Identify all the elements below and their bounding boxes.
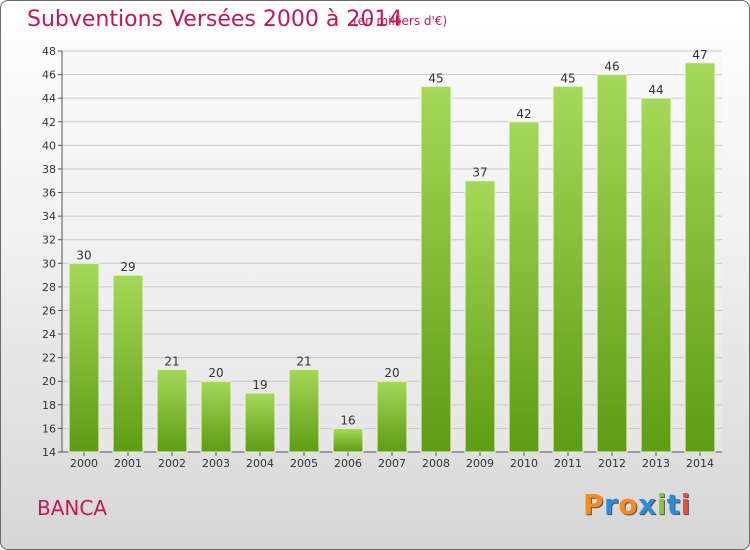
logo-letter: i (656, 488, 667, 521)
y-tick-label: 24 (42, 328, 56, 341)
commune-name: BANCA (37, 496, 108, 520)
y-tick-label: 30 (42, 257, 56, 270)
data-label: 45 (428, 71, 443, 85)
y-tick-label: 28 (42, 281, 56, 294)
x-tick-label: 2009 (466, 457, 494, 470)
x-tick-label: 2012 (598, 457, 626, 470)
bar (112, 274, 144, 453)
bar (68, 262, 100, 453)
data-label: 37 (472, 166, 487, 180)
x-tick-label: 2005 (290, 457, 318, 470)
data-label: 46 (604, 60, 619, 74)
bar (200, 380, 232, 453)
bar (464, 180, 496, 453)
chart-title: Subventions Versées 2000 à 2014 (27, 7, 403, 32)
x-tick-label: 2011 (554, 457, 582, 470)
logo-letter: t (666, 488, 681, 521)
y-tick-label: 46 (42, 69, 56, 82)
x-tick-label: 2004 (246, 457, 274, 470)
proxiti-logo: Proxiti (583, 488, 691, 521)
bar (288, 368, 320, 453)
y-tick-label: 34 (42, 210, 56, 223)
data-label: 20 (384, 366, 399, 380)
y-tick-label: 48 (42, 45, 56, 58)
x-tick-label: 2006 (334, 457, 362, 470)
y-tick-label: 22 (42, 352, 56, 365)
data-label: 47 (692, 48, 707, 62)
x-tick-label: 2000 (70, 457, 98, 470)
y-tick-label: 26 (42, 304, 56, 317)
y-tick-label: 20 (42, 375, 56, 388)
x-tick-label: 2003 (202, 457, 230, 470)
bar (156, 368, 188, 453)
x-tick-label: 2007 (378, 457, 406, 470)
bar (332, 427, 364, 453)
data-label: 21 (296, 354, 311, 368)
y-tick-label: 44 (42, 92, 56, 105)
data-label: 21 (164, 354, 179, 368)
data-label: 20 (208, 366, 223, 380)
y-tick-label: 14 (42, 446, 56, 459)
x-tick-label: 2001 (114, 457, 142, 470)
bar (508, 121, 540, 453)
bar (552, 85, 584, 453)
y-tick-label: 18 (42, 399, 56, 412)
data-label: 42 (516, 107, 531, 121)
y-tick-label: 42 (42, 116, 56, 129)
logo-letter: P (583, 488, 605, 521)
x-tick-label: 2002 (158, 457, 186, 470)
y-tick-label: 36 (42, 187, 56, 200)
y-tick-label: 38 (42, 163, 56, 176)
data-label: 30 (76, 248, 91, 262)
bar (596, 74, 628, 453)
chart-subtitle: (en milliers d'€) (353, 14, 448, 28)
bar (684, 62, 716, 453)
y-tick-label: 32 (42, 234, 56, 247)
bar (244, 392, 276, 453)
y-tick-label: 40 (42, 139, 56, 152)
data-label: 19 (252, 378, 267, 392)
data-label: 44 (648, 83, 663, 97)
y-tick-label: 16 (42, 422, 56, 435)
data-label: 29 (120, 260, 135, 274)
logo-letter: o (618, 488, 639, 521)
x-tick-label: 2010 (510, 457, 538, 470)
bar (420, 85, 452, 453)
bar (640, 97, 672, 453)
x-tick-label: 2008 (422, 457, 450, 470)
logo-letter: i (680, 488, 691, 521)
x-tick-label: 2014 (686, 457, 714, 470)
data-label: 16 (340, 413, 355, 427)
x-tick-label: 2013 (642, 457, 670, 470)
data-label: 45 (560, 71, 575, 85)
logo-letter: r (604, 488, 619, 521)
logo-letter: x (638, 488, 657, 521)
bar (376, 380, 408, 453)
